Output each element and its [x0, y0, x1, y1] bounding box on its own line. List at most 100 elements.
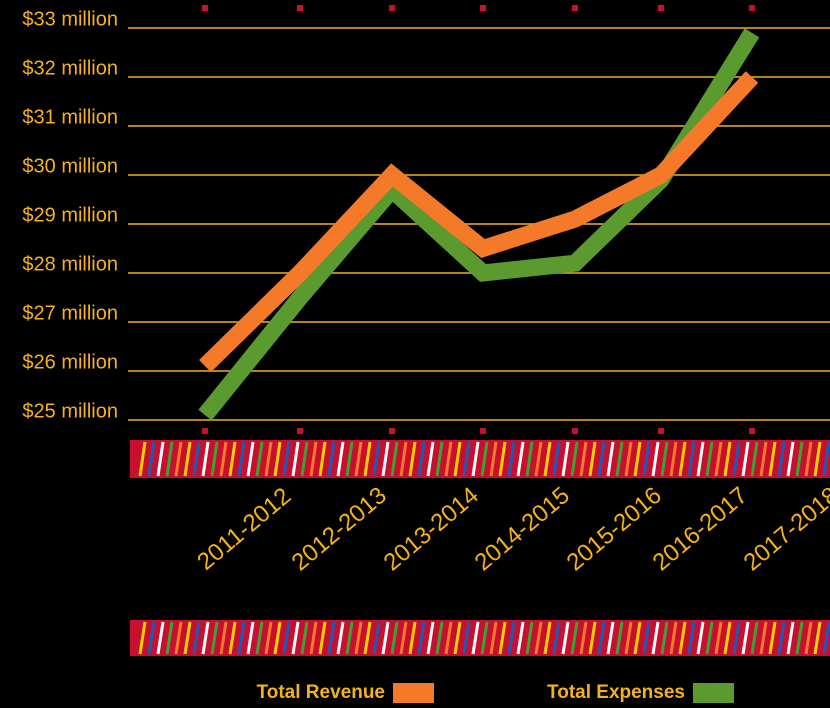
pattern-stripe — [300, 621, 309, 655]
pattern-stripe — [453, 621, 462, 655]
pattern-stripe — [633, 621, 642, 655]
pattern-stripe — [597, 621, 606, 655]
pattern-stripe — [336, 621, 345, 655]
y-tick-label: $29 million — [22, 204, 118, 226]
pattern-stripe — [669, 441, 678, 477]
pattern-stripe — [417, 621, 426, 655]
pattern-stripe — [228, 621, 237, 655]
pattern-stripe — [714, 621, 723, 655]
pattern-stripe — [750, 621, 759, 655]
pattern-stripe — [138, 441, 147, 477]
pattern-stripe — [516, 441, 525, 477]
pattern-stripe — [390, 441, 399, 477]
x-tick-label: 2014-2015 — [470, 482, 575, 576]
pattern-band — [130, 620, 830, 656]
y-tick-label: $27 million — [22, 302, 118, 324]
pattern-stripe — [372, 441, 381, 477]
marker-dot — [480, 428, 486, 434]
pattern-stripe — [183, 441, 192, 477]
pattern-stripe — [435, 441, 444, 477]
pattern-stripe — [228, 441, 237, 477]
pattern-stripe — [462, 621, 471, 655]
pattern-stripe — [156, 621, 165, 655]
pattern-stripe — [588, 621, 597, 655]
marker-dot — [389, 428, 395, 434]
x-tick-label: 2011-2012 — [192, 482, 296, 575]
pattern-stripe — [192, 621, 201, 655]
pattern-stripe — [174, 621, 183, 655]
pattern-stripe — [237, 441, 246, 477]
pattern-stripe — [318, 621, 327, 655]
pattern-stripe — [354, 621, 363, 655]
pattern-stripe — [786, 621, 795, 655]
pattern-stripe — [615, 621, 624, 655]
pattern-stripe — [750, 441, 759, 477]
pattern-stripe — [534, 621, 543, 655]
pattern-stripe — [624, 621, 633, 655]
pattern-stripe — [399, 441, 408, 477]
pattern-stripe — [327, 441, 336, 477]
legend-swatch — [393, 683, 434, 703]
x-tick-label: 2017-2018 — [739, 482, 830, 576]
pattern-stripe — [462, 441, 471, 477]
pattern-stripe — [678, 441, 687, 477]
pattern-stripe — [399, 621, 408, 655]
pattern-stripe — [660, 441, 669, 477]
pattern-stripe — [795, 441, 804, 477]
pattern-stripe — [282, 621, 291, 655]
pattern-stripe — [426, 441, 435, 477]
pattern-stripe — [507, 621, 516, 655]
pattern-stripe — [543, 441, 552, 477]
pattern-stripe — [714, 441, 723, 477]
pattern-stripe — [300, 441, 309, 477]
marker-dot — [572, 5, 578, 11]
pattern-stripe — [507, 441, 516, 477]
pattern-stripe — [642, 621, 651, 655]
marker-dot — [202, 5, 208, 11]
pattern-stripe — [309, 441, 318, 477]
pattern-stripe — [525, 441, 534, 477]
pattern-stripe — [201, 441, 210, 477]
pattern-stripe — [273, 621, 282, 655]
pattern-stripe — [390, 621, 399, 655]
pattern-stripe — [804, 441, 813, 477]
marker-dot — [749, 428, 755, 434]
x-tick-label: 2012-2013 — [287, 482, 392, 576]
pattern-stripe — [804, 621, 813, 655]
pattern-stripe — [687, 441, 696, 477]
pattern-stripe — [489, 441, 498, 477]
marker-dot — [480, 5, 486, 11]
pattern-stripe — [282, 441, 291, 477]
pattern-stripe — [570, 441, 579, 477]
pattern-stripe — [291, 441, 300, 477]
pattern-stripe — [201, 621, 210, 655]
legend-label: Total Revenue — [257, 682, 385, 703]
pattern-stripe — [471, 621, 480, 655]
marker-dot — [297, 428, 303, 434]
pattern-stripe — [354, 441, 363, 477]
pattern-stripe — [732, 441, 741, 477]
pattern-stripe — [615, 441, 624, 477]
y-tick-label: $26 million — [22, 351, 118, 373]
pattern-stripe — [795, 621, 804, 655]
pattern-stripe — [588, 441, 597, 477]
pattern-stripe — [210, 621, 219, 655]
pattern-stripe — [606, 441, 615, 477]
pattern-stripe — [597, 441, 606, 477]
pattern-stripe — [678, 621, 687, 655]
marker-dot — [658, 428, 664, 434]
pattern-stripe — [174, 441, 183, 477]
pattern-stripe — [570, 621, 579, 655]
pattern-stripe — [381, 621, 390, 655]
pattern-stripe — [741, 441, 750, 477]
pattern-stripe — [561, 441, 570, 477]
pattern-stripe — [579, 621, 588, 655]
y-tick-label: $32 million — [22, 57, 118, 79]
pattern-stripe — [345, 621, 354, 655]
pattern-stripe — [696, 441, 705, 477]
pattern-stripe — [183, 621, 192, 655]
pattern-stripe — [363, 621, 372, 655]
pattern-stripe — [696, 621, 705, 655]
pattern-stripe — [336, 441, 345, 477]
pattern-stripe — [642, 441, 651, 477]
